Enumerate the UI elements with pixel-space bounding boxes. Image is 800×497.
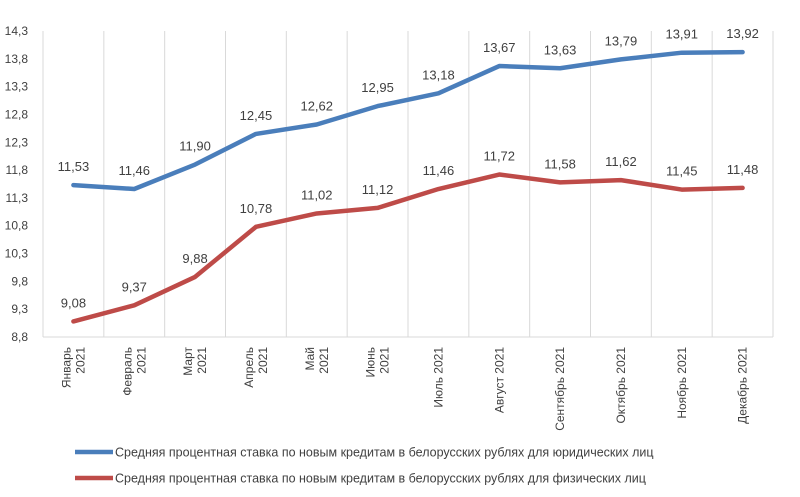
y-tick-label: 13,3 bbox=[5, 80, 29, 94]
x-tick-label: Октябрь 2021 bbox=[614, 347, 628, 424]
data-label: 11,12 bbox=[362, 182, 394, 197]
x-tick-label: Апрель2021 bbox=[242, 347, 270, 388]
data-label: 12,95 bbox=[361, 80, 394, 95]
gridlines bbox=[42, 31, 774, 337]
legend: Средняя процентная ставка по новым креди… bbox=[75, 446, 654, 486]
series-line-2 bbox=[71, 172, 745, 324]
legend-label: Средняя процентная ставка по новым креди… bbox=[115, 472, 646, 486]
y-tick-label: 13,8 bbox=[5, 52, 29, 66]
data-label: 13,92 bbox=[726, 26, 759, 41]
x-tick-label: Сентябрь 2021 bbox=[553, 347, 567, 431]
data-label: 13,67 bbox=[483, 40, 516, 55]
y-tick-label: 12,8 bbox=[5, 107, 29, 121]
data-label: 9,88 bbox=[182, 251, 207, 266]
data-label: 11,72 bbox=[483, 149, 515, 164]
x-tick-label: Август 2021 bbox=[492, 347, 506, 413]
data-label: 9,37 bbox=[122, 279, 147, 294]
x-tick-label: Декабрь 2021 bbox=[736, 347, 750, 424]
x-tick-label: Июль 2021 bbox=[431, 347, 445, 408]
data-label: 11,62 bbox=[605, 154, 637, 169]
x-axis-ticks: Январь2021 Февраль2021 Март2021 Апрель2021 М… bbox=[59, 347, 749, 431]
y-tick-label: 9,3 bbox=[11, 302, 28, 316]
x-tick-label: Май2021 bbox=[303, 347, 331, 374]
x-tick-label: Февраль2021 bbox=[120, 347, 148, 396]
y-axis-ticks: 8,8 9,3 9,8 10,3 10,8 11,3 11,8 12,3 12,8 13,3 13,… bbox=[5, 24, 29, 344]
x-tick-label: Июнь2021 bbox=[364, 347, 392, 378]
y-tick-label: 11,8 bbox=[6, 163, 29, 177]
y-tick-label: 10,8 bbox=[5, 219, 29, 233]
data-label: 11,48 bbox=[727, 162, 759, 177]
data-label: 11,02 bbox=[301, 187, 333, 202]
data-label: 11,58 bbox=[544, 156, 576, 171]
y-tick-label: 11,3 bbox=[6, 191, 29, 205]
series-line-1 bbox=[71, 49, 745, 192]
x-tick-label: Ноябрь 2021 bbox=[675, 347, 689, 419]
data-label: 9,08 bbox=[61, 295, 86, 310]
data-label: 13,79 bbox=[605, 33, 638, 48]
x-tick-label: Март2021 bbox=[181, 347, 209, 376]
y-tick-label: 12,3 bbox=[5, 135, 29, 149]
data-label: 10,78 bbox=[240, 201, 273, 216]
data-label: 12,45 bbox=[240, 108, 273, 123]
data-label: 11,46 bbox=[118, 163, 150, 178]
data-label: 11,53 bbox=[58, 159, 90, 174]
y-tick-label: 14,3 bbox=[5, 24, 29, 38]
data-label: 13,91 bbox=[665, 27, 698, 42]
legend-label: Средняя процентная ставка по новым креди… bbox=[115, 446, 654, 460]
data-label: 13,63 bbox=[544, 42, 577, 57]
y-tick-label: 10,3 bbox=[5, 247, 29, 261]
data-label: 11,45 bbox=[666, 164, 698, 179]
y-tick-label: 8,8 bbox=[11, 330, 28, 344]
y-tick-label: 9,8 bbox=[11, 274, 28, 288]
data-label: 11,46 bbox=[423, 163, 455, 178]
data-label: 11,90 bbox=[179, 139, 211, 154]
data-label: 13,18 bbox=[422, 67, 455, 82]
data-labels: 11,53 11,46 11,90 12,45 12,62 12,95 13,18 13,67… bbox=[58, 26, 759, 310]
series-lines bbox=[71, 49, 745, 324]
x-tick-label: Январь2021 bbox=[59, 347, 87, 388]
data-label: 12,62 bbox=[300, 98, 333, 113]
